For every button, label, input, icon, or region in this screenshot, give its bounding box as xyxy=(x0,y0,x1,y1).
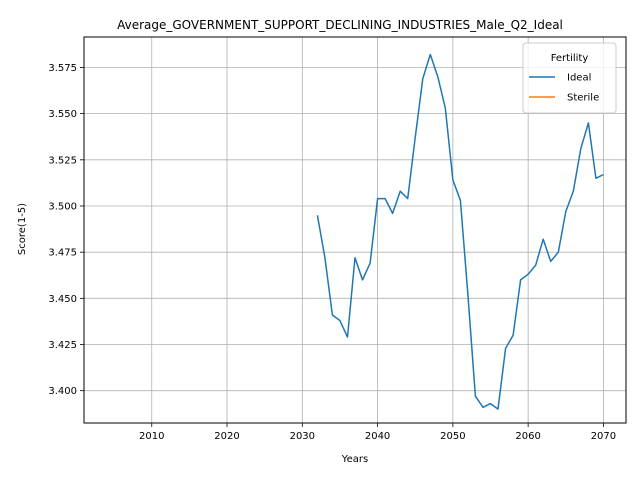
chart-title: Average_GOVERNMENT_SUPPORT_DECLINING_IND… xyxy=(117,18,563,32)
legend-items: Ideal Sterile xyxy=(529,73,599,104)
plot-frame xyxy=(83,36,627,424)
legend-title: Fertility xyxy=(551,53,589,64)
y-tick-label: 3.575 xyxy=(48,63,77,74)
x-axis-ticks: 2010 2020 2030 2040 2050 2060 2070 xyxy=(139,423,616,442)
x-axis-label: Years xyxy=(341,454,368,465)
y-tick-label: 3.475 xyxy=(48,248,77,259)
y-tick-label: 3.525 xyxy=(48,155,77,166)
legend-box xyxy=(522,42,617,114)
y-axis-ticks: 3.400 3.425 3.450 3.475 3.500 3.525 3.550 3.575 xyxy=(48,63,84,397)
y-axis-label: Score(1-5) xyxy=(17,203,28,255)
x-tick-label: 2030 xyxy=(290,431,315,442)
y-tick-label: 3.400 xyxy=(48,386,77,397)
x-tick-label: 2040 xyxy=(365,431,390,442)
x-tick-label: 2010 xyxy=(139,431,164,442)
x-tick-label: 2070 xyxy=(591,431,616,442)
x-tick-label: 2020 xyxy=(214,431,239,442)
legend: Fertility Ideal Sterile xyxy=(522,42,617,114)
series-line-ideal xyxy=(316,53,604,410)
legend-label-ideal: Ideal xyxy=(567,73,591,84)
legend-label-sterile: Sterile xyxy=(567,93,599,104)
y-tick-label: 3.550 xyxy=(48,109,77,120)
x-tick-label: 2050 xyxy=(440,431,465,442)
series-group xyxy=(316,53,604,410)
x-tick-label: 2060 xyxy=(515,431,540,442)
y-tick-label: 3.500 xyxy=(48,201,77,212)
y-tick-label: 3.450 xyxy=(48,294,77,305)
y-tick-label: 3.425 xyxy=(48,340,77,351)
